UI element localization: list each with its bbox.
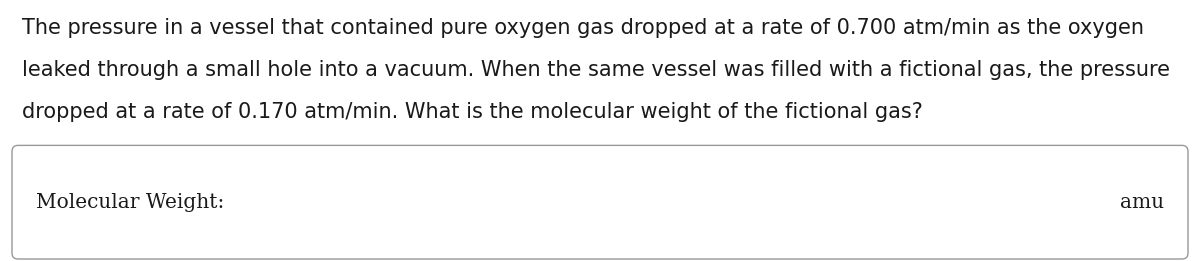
- Text: amu: amu: [1120, 193, 1164, 212]
- Text: dropped at a rate of 0.170 atm/min. What is the molecular weight of the fictiona: dropped at a rate of 0.170 atm/min. What…: [22, 102, 923, 122]
- Text: leaked through a small hole into a vacuum. When the same vessel was filled with : leaked through a small hole into a vacuu…: [22, 60, 1170, 80]
- FancyBboxPatch shape: [12, 145, 1188, 259]
- Text: The pressure in a vessel that contained pure oxygen gas dropped at a rate of 0.7: The pressure in a vessel that contained …: [22, 18, 1144, 38]
- Text: Molecular Weight:: Molecular Weight:: [36, 193, 224, 212]
